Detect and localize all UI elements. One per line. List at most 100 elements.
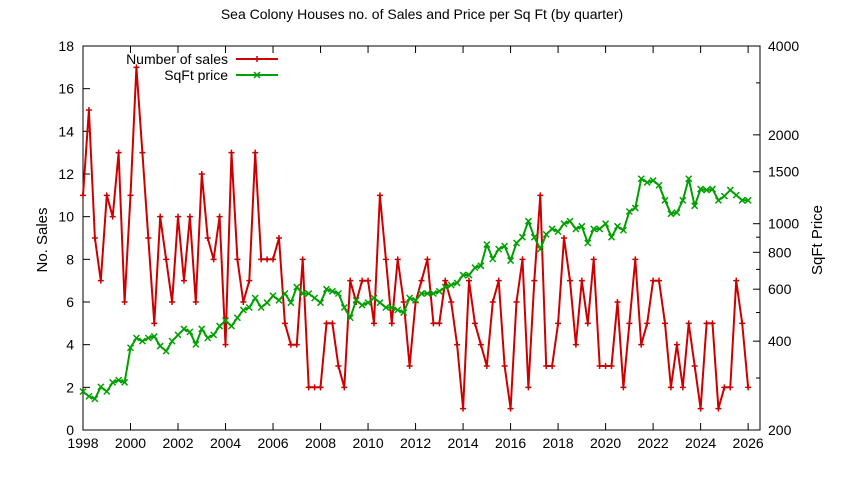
x-tick-label: 2014 xyxy=(447,435,478,451)
data-point xyxy=(174,331,182,339)
data-point xyxy=(169,299,176,305)
data-point xyxy=(519,256,526,263)
data-point xyxy=(168,337,176,345)
data-point xyxy=(471,264,479,272)
data-point xyxy=(406,294,414,302)
data-point xyxy=(549,363,556,369)
data-point xyxy=(103,192,110,199)
data-point xyxy=(466,277,473,284)
y-tick-label: 4 xyxy=(66,337,74,353)
data-point xyxy=(227,322,235,330)
data-point xyxy=(251,294,259,302)
data-point xyxy=(625,207,633,216)
data-point xyxy=(162,347,170,355)
x-tick-label: 2022 xyxy=(638,435,669,451)
x-tick-label: 2020 xyxy=(590,435,621,451)
data-point xyxy=(543,363,550,369)
x-tick-label: 2006 xyxy=(257,435,288,451)
data-point xyxy=(359,277,366,284)
data-point xyxy=(714,196,722,204)
x-tick-label: 2026 xyxy=(733,435,764,451)
data-point xyxy=(328,287,336,295)
data-point xyxy=(584,239,592,247)
data-point xyxy=(650,277,657,284)
chart-title: Sea Colony Houses no. of Sales and Price… xyxy=(221,6,623,22)
data-point xyxy=(210,331,218,339)
data-point xyxy=(709,320,716,327)
data-point xyxy=(542,230,550,238)
data-point xyxy=(145,235,152,241)
data-point xyxy=(180,325,188,333)
data-point xyxy=(121,299,128,305)
data-point xyxy=(417,289,426,298)
data-point xyxy=(501,242,509,250)
data-point xyxy=(341,384,348,391)
legend-label: SqFt price xyxy=(164,67,228,83)
data-point xyxy=(186,213,193,220)
data-point xyxy=(507,257,515,265)
data-point xyxy=(548,225,556,233)
y-tick-label: 16 xyxy=(58,81,74,97)
series-line xyxy=(82,177,749,400)
data-point xyxy=(691,363,698,369)
x-tick-label: 2008 xyxy=(305,435,336,451)
data-point xyxy=(317,384,324,391)
data-point xyxy=(739,320,746,327)
data-point xyxy=(721,384,728,391)
data-point xyxy=(180,277,187,284)
data-point xyxy=(602,220,610,228)
data-point xyxy=(85,392,93,400)
data-point xyxy=(418,277,425,284)
data-point xyxy=(246,277,253,284)
data-point xyxy=(632,256,639,263)
data-point xyxy=(263,299,271,307)
data-point xyxy=(252,149,259,156)
data-point xyxy=(281,289,289,298)
data-point xyxy=(365,277,372,284)
data-point xyxy=(430,320,437,327)
x-tick-label: 2018 xyxy=(543,435,574,451)
data-point xyxy=(204,235,211,241)
data-point xyxy=(513,299,520,305)
data-point xyxy=(127,192,134,199)
y2-tick-label: 1500 xyxy=(768,164,799,180)
y-tick-label: 8 xyxy=(66,251,74,267)
y2-tick-label: 400 xyxy=(768,333,792,349)
data-point xyxy=(151,320,158,327)
data-point xyxy=(436,320,443,327)
data-point xyxy=(561,235,568,241)
data-point xyxy=(139,149,146,156)
data-point xyxy=(239,306,247,314)
data-point xyxy=(317,299,325,307)
data-point xyxy=(400,309,408,317)
data-point xyxy=(198,325,206,333)
data-point xyxy=(501,363,508,369)
x-tick-label: 2010 xyxy=(352,435,383,451)
y-tick-label: 12 xyxy=(58,166,74,182)
series-sqft-price xyxy=(79,175,752,403)
data-point xyxy=(198,171,205,177)
data-point xyxy=(258,256,265,263)
y2-tick-label: 4000 xyxy=(768,38,799,54)
data-point xyxy=(631,204,639,212)
data-point xyxy=(435,287,443,295)
data-point xyxy=(708,185,717,193)
data-point xyxy=(228,149,235,156)
data-point xyxy=(703,186,711,194)
data-point xyxy=(233,314,241,322)
data-point xyxy=(388,320,395,327)
data-point xyxy=(138,337,146,345)
data-point xyxy=(644,320,651,327)
data-point xyxy=(460,405,467,412)
data-point xyxy=(661,320,668,327)
data-point xyxy=(346,314,354,322)
data-point xyxy=(293,283,301,291)
data-point xyxy=(150,332,158,340)
y-tick-label: 14 xyxy=(58,123,74,139)
data-point xyxy=(109,213,116,220)
data-point xyxy=(275,235,282,241)
data-point xyxy=(626,320,633,327)
data-point xyxy=(619,226,627,234)
data-point xyxy=(614,299,621,305)
data-point xyxy=(643,178,651,186)
